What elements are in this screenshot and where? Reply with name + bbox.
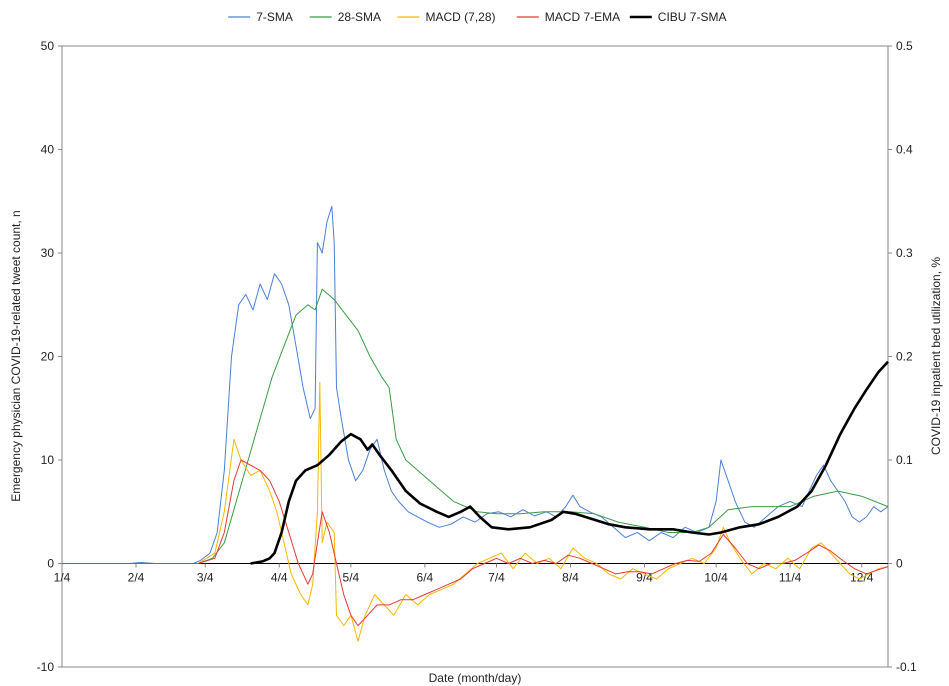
left-tick-label: 30 (41, 246, 55, 260)
left-tick-label: 40 (41, 143, 55, 157)
legend-item-macd-7-ema: MACD 7-EMA (516, 10, 620, 24)
right-tick-label: 0 (896, 557, 903, 571)
left-tick-label: 50 (41, 39, 55, 53)
right-tick-label: 0.5 (896, 39, 913, 53)
legend: 7-SMA 28-SMA MACD (7,28) MACD 7-EMA CIBU 7-S… (228, 10, 726, 24)
legend-label: MACD 7-EMA (545, 10, 620, 24)
series-line-cibu-7-sma (250, 360, 889, 565)
x-tick-label: 8/4 (562, 571, 579, 585)
right-axis-title: COVID-19 inpatient bed utilization, % (929, 257, 943, 455)
legend-label: CIBU 7-SMA (658, 10, 727, 24)
right-tick-label: 0.1 (896, 453, 913, 467)
plot-area-frame (61, 45, 889, 668)
right-tick-label: -0.1 (896, 660, 917, 674)
series-lines (62, 205, 889, 642)
series-line-macd-7-28 (62, 381, 889, 642)
x-axis-title: Date (month/day) (429, 671, 522, 685)
left-tick-label: 10 (41, 453, 55, 467)
x-tick-label: 6/4 (417, 571, 434, 585)
right-tick-label: 0.4 (896, 143, 913, 157)
x-axis-ticks: 1/4 2/4 3/4 4/4 5/4 6/4 7/4 8/4 9/4 10/4 11/4 12/4 (54, 563, 874, 585)
x-tick-label: 7/4 (488, 571, 505, 585)
x-tick-label: 9/4 (636, 571, 653, 585)
x-tick-label: 5/4 (343, 571, 360, 585)
left-tick-label: 0 (47, 557, 54, 571)
right-axis-ticks: -0.1 0 0.1 0.2 0.3 0.4 0.5 (888, 39, 917, 674)
left-axis-ticks: -10 0 10 20 30 40 50 (37, 39, 62, 674)
x-tick-label: 3/4 (197, 571, 214, 585)
series-line-28-sma (62, 288, 889, 564)
legend-item-cibu-7-sma: CIBU 7-SMA (629, 10, 727, 24)
right-tick-label: 0.2 (896, 350, 913, 364)
left-axis-title: Emergency physician COVID-19-related twe… (9, 210, 23, 501)
x-tick-label: 11/4 (779, 571, 802, 585)
x-tick-label: 2/4 (128, 571, 145, 585)
legend-label: 7-SMA (256, 10, 293, 24)
left-tick-label: 20 (41, 350, 55, 364)
x-tick-label: 10/4 (704, 571, 728, 585)
left-tick-label: -10 (37, 660, 55, 674)
legend-item-28-sma: 28-SMA (309, 10, 381, 24)
series-line-7-sma (62, 205, 889, 564)
legend-item-macd-7-28: MACD (7,28) (397, 10, 496, 24)
legend-label: 28-SMA (338, 10, 381, 24)
x-tick-label: 1/4 (54, 571, 71, 585)
right-tick-label: 0.3 (896, 246, 913, 260)
legend-item-7-sma: 7-SMA (228, 10, 293, 24)
x-tick-label: 4/4 (271, 571, 288, 585)
legend-label: MACD (7,28) (426, 10, 496, 24)
series-line-macd-7-ema (62, 459, 889, 627)
